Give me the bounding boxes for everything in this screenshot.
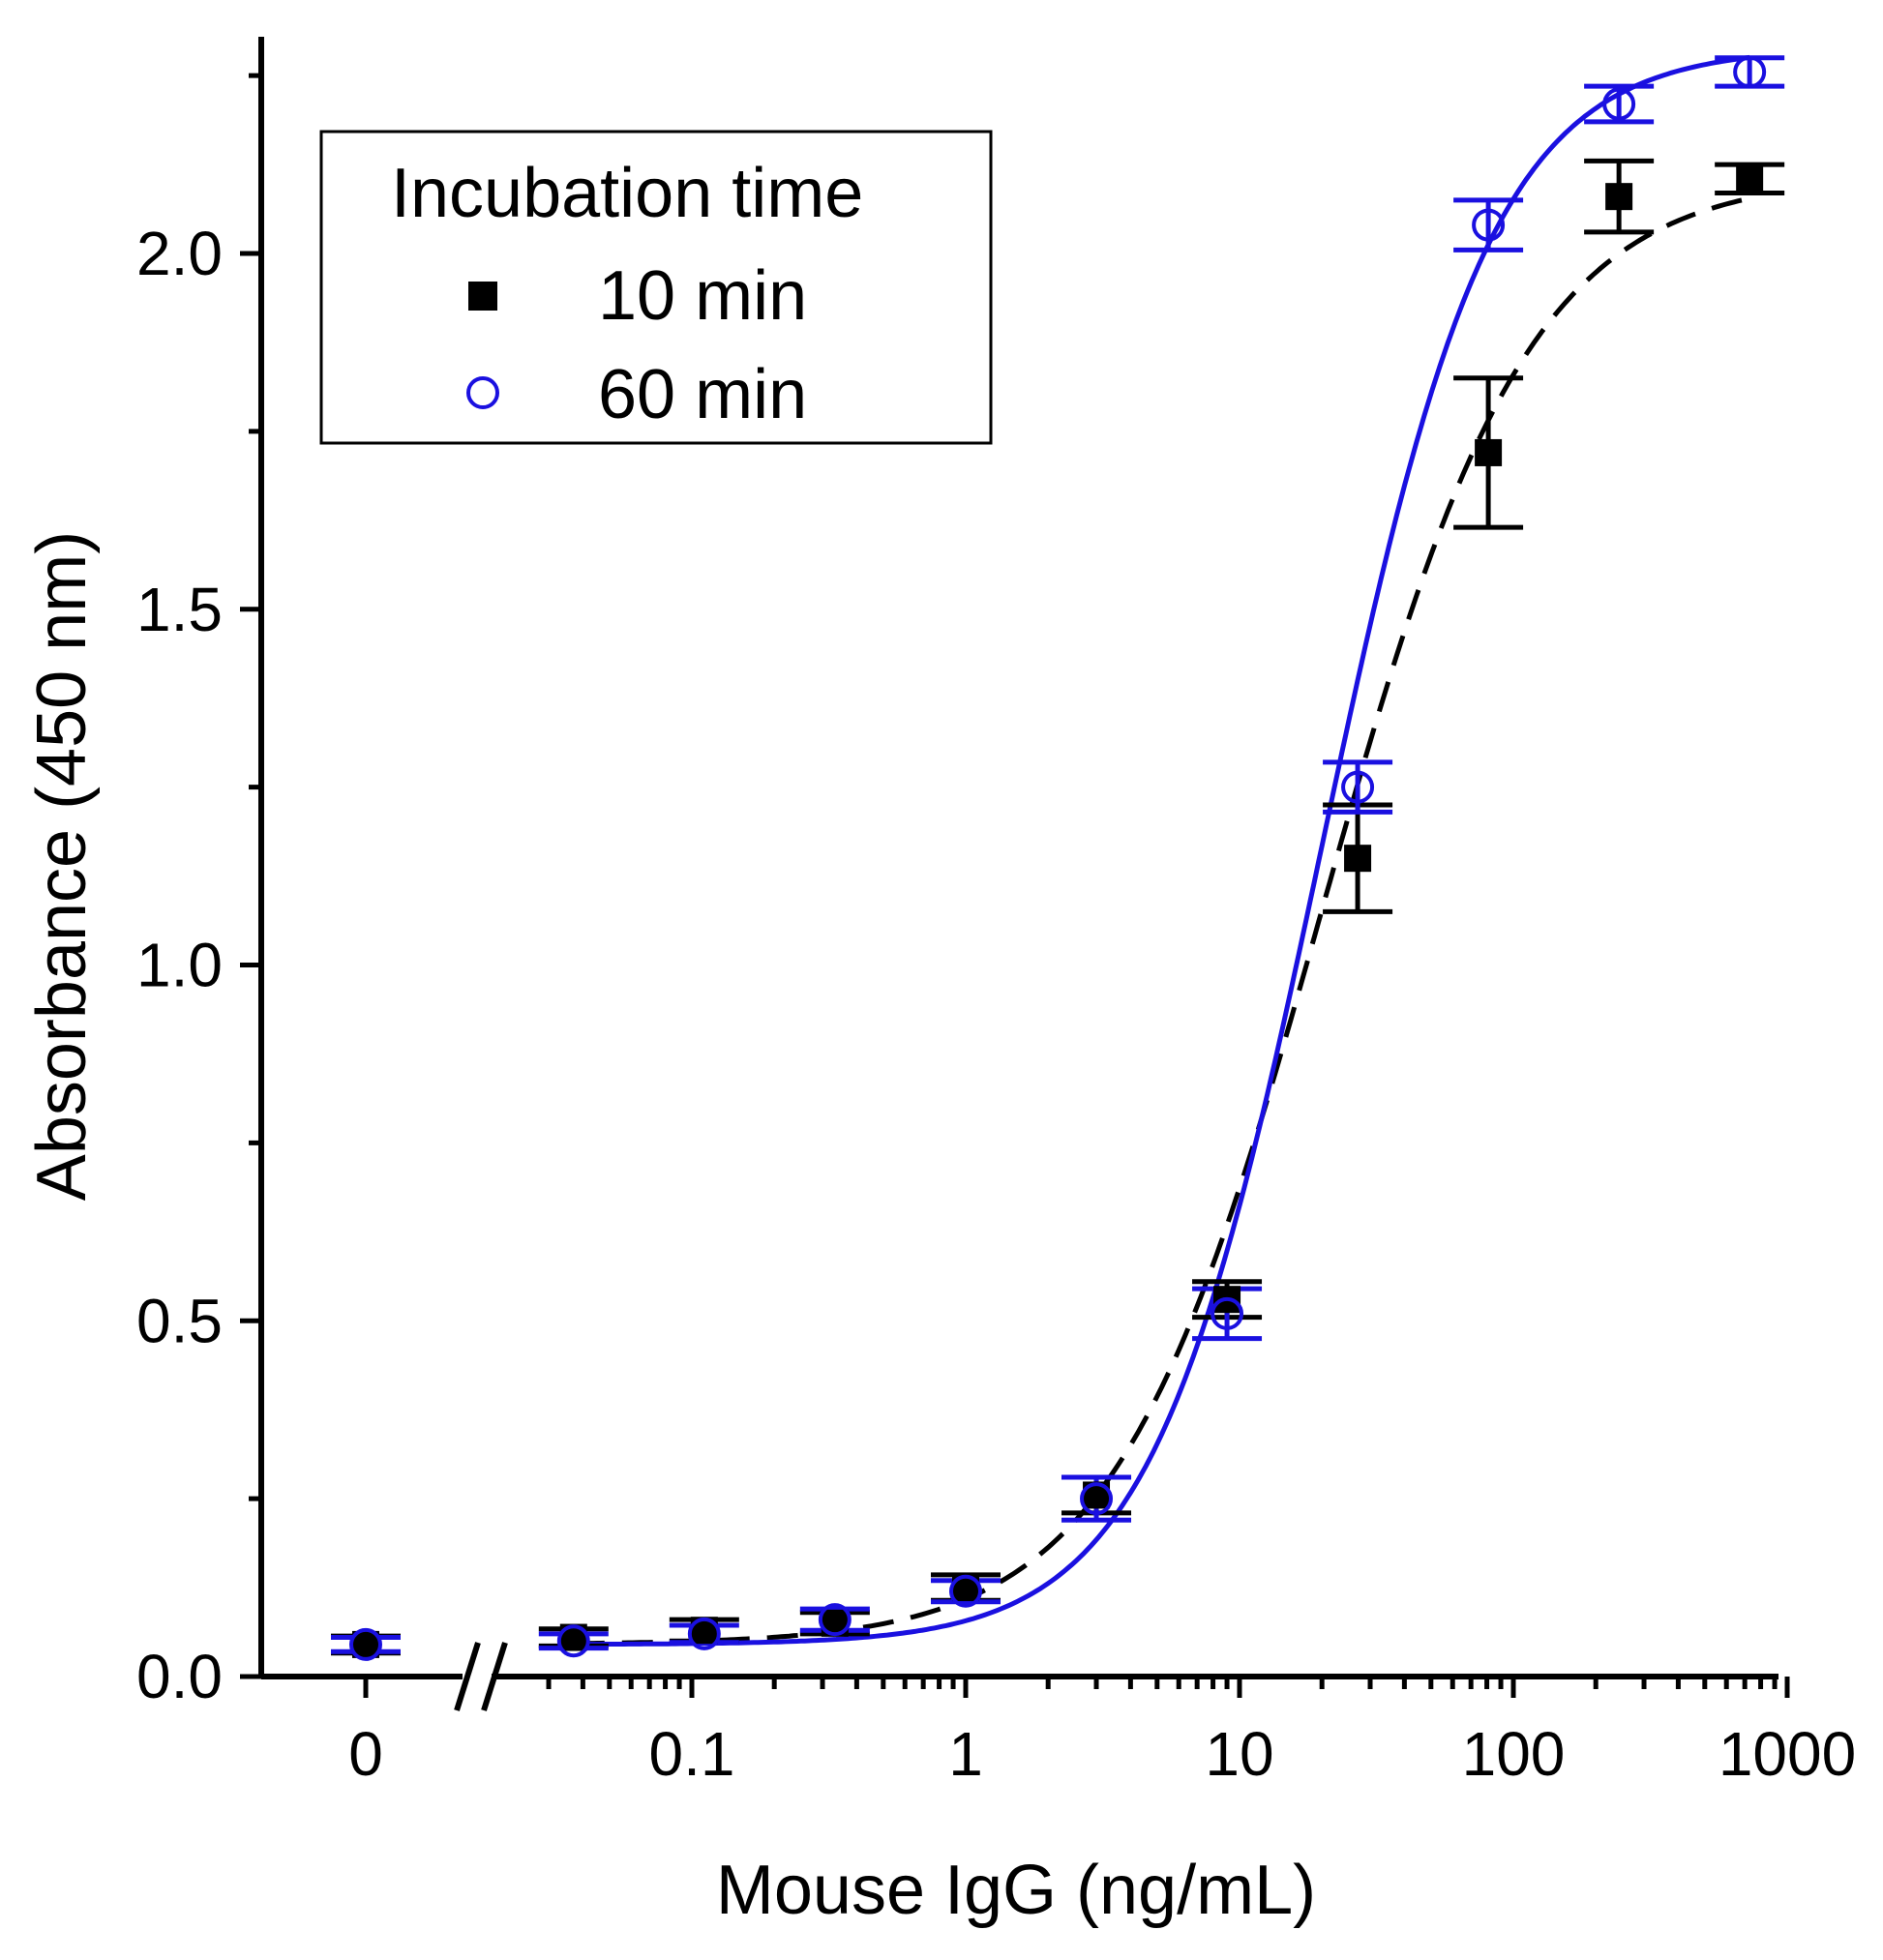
- legend-label-60-min: 60 min: [598, 356, 807, 433]
- x-axis-title: Mouse IgG (ng/mL): [716, 1852, 1316, 1929]
- legend-box: [319, 130, 993, 445]
- point-60-min: [349, 1627, 382, 1661]
- point-60-min: [949, 1574, 982, 1608]
- fit-curve-60-min: [573, 54, 1750, 1648]
- axis-break-mark: [454, 1642, 481, 1711]
- legend-marker-60-min: [466, 376, 499, 409]
- y-axis-title: Absorbance (450 nm): [23, 531, 101, 1201]
- y-tick-label: 0.5: [136, 1286, 223, 1355]
- y-tick-label: 1.0: [136, 931, 223, 1000]
- data-points: [349, 55, 1767, 1661]
- x-tick-label: 0: [348, 1719, 383, 1789]
- fit-curves: [573, 54, 1750, 1648]
- point-10-min: [1344, 845, 1372, 873]
- x-tick-label: 0.1: [649, 1719, 735, 1789]
- point-60-min: [1210, 1296, 1244, 1330]
- y-tick-label: 0.0: [136, 1642, 223, 1711]
- point-60-min: [1733, 55, 1767, 89]
- legend-label-10-min: 10 min: [598, 257, 807, 335]
- point-10-min: [1605, 183, 1633, 211]
- y-tick-label: 1.5: [136, 575, 223, 644]
- x-tick-label: 1000: [1719, 1719, 1856, 1789]
- point-10-min: [1736, 164, 1764, 193]
- point-60-min: [1472, 208, 1506, 242]
- x-tick-label: 10: [1205, 1719, 1273, 1789]
- axis-labels: Mouse IgG (ng/mL) Absorbance (450 nm): [23, 531, 1316, 1929]
- fit-curve-10-min: [573, 195, 1750, 1647]
- axis-break-mark: [481, 1642, 508, 1711]
- legend: Incubation time 10 min 60 min: [319, 130, 993, 445]
- x-tick-label: 100: [1462, 1719, 1566, 1789]
- legend-title: Incubation time: [391, 155, 863, 232]
- legend-marker-10-min: [468, 282, 497, 311]
- x-tick-label: 1: [948, 1719, 983, 1789]
- point-60-min: [1341, 770, 1375, 804]
- point-60-min: [818, 1603, 852, 1637]
- point-10-min: [1475, 438, 1503, 466]
- point-60-min: [1602, 87, 1636, 121]
- axes: 0.0 0.5 1.0 1.5 2.0 0 0.1 1 10 100 1000: [136, 37, 1856, 1789]
- point-60-min: [556, 1624, 590, 1658]
- y-tick-label: 2.0: [136, 219, 223, 288]
- point-60-min: [1080, 1482, 1114, 1516]
- point-60-min: [687, 1617, 721, 1650]
